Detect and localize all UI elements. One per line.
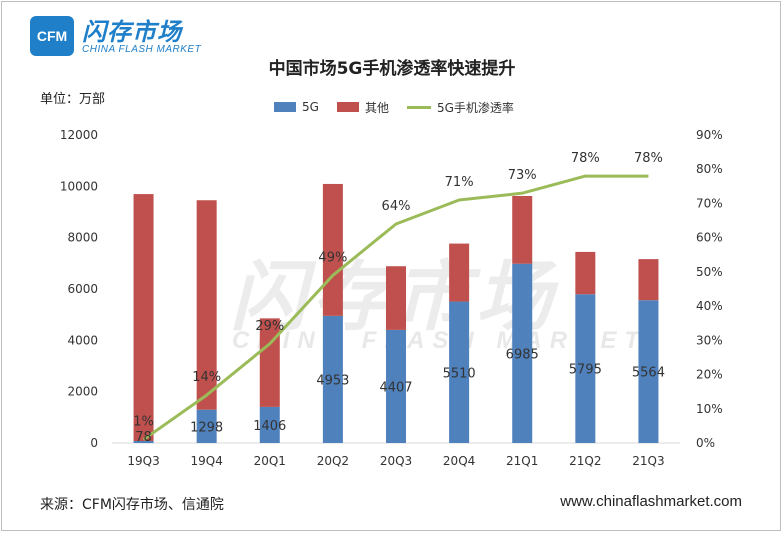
y-right-tick-label: 40% — [696, 299, 723, 313]
bar-other — [386, 266, 406, 330]
x-tick-label: 21Q3 — [632, 454, 664, 468]
y-right-tick-label: 10% — [696, 402, 723, 416]
x-tick-label: 21Q2 — [569, 454, 601, 468]
data-label-rate: 1% — [133, 415, 154, 430]
legend-swatch-other — [336, 102, 359, 112]
bar-other — [512, 195, 533, 264]
bar-other — [133, 194, 154, 441]
brand-logo: CFM 闪存市场 CHINA FLASH MARKET — [30, 14, 210, 60]
y-right-tick-label: 60% — [696, 231, 723, 245]
data-label-5g: 4953 — [316, 373, 349, 388]
x-tick-label: 19Q4 — [190, 454, 222, 468]
y-left-tick-label: 4000 — [67, 333, 98, 347]
unit-label: 单位：万部 — [40, 92, 106, 107]
legend-swatch-5g — [274, 102, 296, 112]
x-tick-label: 20Q3 — [380, 454, 412, 468]
website-url: www.chinaflashmarket.com — [560, 493, 742, 510]
data-label-rate: 29% — [255, 319, 284, 334]
logo-badge: CFM — [30, 16, 74, 56]
data-label-rate: 78% — [571, 151, 600, 166]
data-label-5g: 5795 — [569, 363, 602, 378]
y-right-tick-label: 80% — [696, 162, 723, 176]
y-right-tick-label: 50% — [696, 265, 723, 279]
bar-5g — [449, 301, 470, 443]
legend-swatch-rate — [406, 105, 431, 109]
y-right-tick-label: 30% — [696, 333, 723, 347]
rate-line — [142, 174, 649, 441]
y-right-tick-label: 0% — [696, 436, 715, 450]
data-label-5g: 4407 — [379, 380, 412, 395]
bar-5g — [133, 440, 154, 443]
data-label-rate: 14% — [192, 370, 221, 385]
bar-other — [449, 243, 470, 302]
x-tick-label: 20Q1 — [254, 454, 286, 468]
bar-5g — [638, 300, 659, 443]
data-label-5g: 5510 — [443, 366, 476, 381]
bar-5g — [386, 329, 406, 443]
y-left-tick-label: 2000 — [67, 385, 98, 399]
data-label-rate: 64% — [382, 199, 411, 214]
y-left-tick-label: 8000 — [67, 231, 98, 245]
data-label-5g: 1406 — [253, 419, 286, 434]
y-left-tick-label: 12000 — [60, 128, 98, 142]
bar-5g — [196, 409, 217, 443]
x-tick-label: 19Q3 — [127, 454, 159, 468]
logo-chinese-name: 闪存市场 — [82, 18, 182, 46]
chart-title: 中国市场5G手机渗透率快速提升 — [268, 59, 516, 79]
data-label-5g: 1298 — [190, 420, 223, 435]
source-note: 来源：CFM闪存市场、信通院 — [40, 497, 224, 513]
bar-5g — [512, 263, 533, 443]
x-tick-label: 21Q1 — [506, 454, 538, 468]
bar-5g — [575, 294, 596, 443]
bar-other — [196, 200, 217, 410]
data-label-rate: 78% — [634, 151, 663, 166]
legend-label-5g: 5G — [302, 100, 319, 114]
y-right-tick-label: 70% — [696, 196, 723, 210]
data-label-5g: 6985 — [506, 347, 539, 362]
bar-5g — [322, 315, 343, 443]
bar-other — [638, 259, 659, 301]
y-right-tick-label: 90% — [696, 128, 723, 142]
data-label-5g: 78 — [135, 430, 152, 445]
watermark-english: CHINA FLASH MARKET — [232, 327, 648, 354]
data-label-5g: 5564 — [632, 366, 665, 381]
data-label-rate: 49% — [318, 250, 347, 265]
y-left-tick-label: 0 — [90, 436, 98, 450]
legend-item-5g: 5G — [274, 100, 319, 114]
bar-other — [575, 251, 596, 295]
legend-item-other: 其他 — [336, 99, 389, 116]
legend-item-rate: 5G手机渗透率 — [406, 99, 514, 116]
x-tick-label: 20Q2 — [317, 454, 349, 468]
chart-legend: 5G 其他 5G手机渗透率 — [274, 97, 514, 117]
y-right-tick-label: 20% — [696, 368, 723, 382]
data-label-rate: 71% — [445, 175, 474, 190]
data-label-rate: 73% — [508, 168, 537, 183]
legend-label-other: 其他 — [364, 100, 389, 115]
y-left-tick-label: 10000 — [60, 179, 98, 193]
x-tick-label: 20Q4 — [443, 454, 475, 468]
y-left-tick-label: 6000 — [67, 282, 98, 296]
legend-label-rate: 5G手机渗透率 — [436, 100, 514, 115]
bar-5g — [259, 406, 280, 443]
logo-english-name: CHINA FLASH MARKET — [82, 44, 202, 55]
